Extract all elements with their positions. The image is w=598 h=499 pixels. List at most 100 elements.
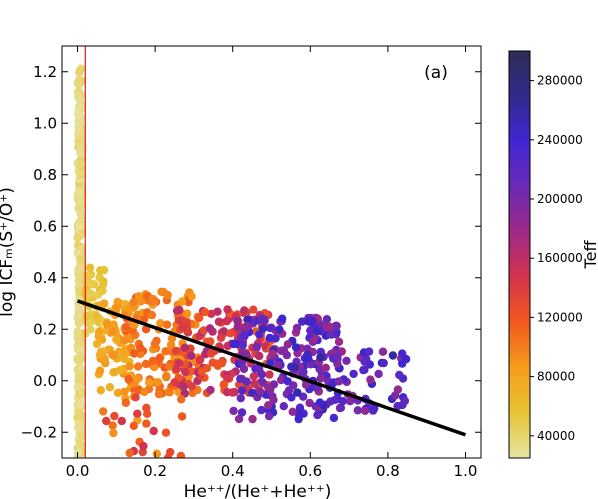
data-point — [75, 287, 84, 297]
data-point — [205, 324, 215, 333]
data-point — [92, 311, 101, 320]
data-point — [150, 339, 160, 349]
data-point — [76, 255, 85, 264]
data-point — [292, 323, 302, 333]
data-point — [305, 398, 314, 408]
data-point — [76, 365, 86, 374]
data-point — [108, 421, 117, 430]
x-tick-label: 0.4 — [221, 462, 245, 480]
data-point — [76, 263, 85, 272]
data-point — [148, 356, 158, 365]
data-point — [316, 353, 325, 362]
data-point — [130, 349, 139, 358]
data-point — [238, 340, 247, 350]
data-point — [187, 351, 196, 360]
data-point — [86, 289, 95, 298]
data-point — [293, 388, 302, 397]
data-point — [238, 386, 247, 395]
data-point — [334, 377, 343, 386]
data-point — [248, 414, 257, 424]
data-point — [108, 327, 117, 336]
y-tick-label: 1.2 — [33, 63, 57, 81]
data-point — [206, 385, 215, 395]
data-point — [73, 92, 83, 101]
y-tick-label: 1.0 — [33, 114, 57, 132]
data-point — [207, 309, 216, 318]
data-point — [76, 149, 85, 158]
data-point — [254, 351, 264, 360]
data-point — [379, 358, 388, 368]
colorbar-tick-label: 40000 — [537, 429, 575, 443]
y-axis: −0.2 0.0 0.2 0.4 0.6 0.8 1.0 1.2 — [21, 63, 481, 441]
data-point — [125, 362, 134, 371]
data-point — [206, 337, 215, 346]
data-point — [174, 387, 183, 397]
x-tick-label: 0.6 — [298, 462, 322, 480]
data-point — [187, 292, 196, 301]
data-point — [75, 441, 85, 450]
data-point — [109, 428, 118, 438]
data-point — [258, 378, 267, 387]
data-point — [279, 346, 288, 355]
data-point — [195, 313, 204, 323]
panel-label: (a) — [424, 63, 448, 83]
data-point — [116, 365, 125, 375]
data-point — [77, 243, 87, 253]
data-point — [149, 296, 159, 305]
data-point — [216, 333, 226, 342]
data-point — [330, 395, 340, 404]
data-point — [145, 378, 154, 387]
fit-line — [76, 299, 467, 437]
data-point — [98, 286, 107, 295]
data-point — [287, 393, 296, 402]
data-point — [275, 325, 284, 334]
data-point — [98, 347, 108, 356]
x-axis: 0.0 0.2 0.4 0.6 0.8 1.0 — [66, 46, 477, 480]
data-point — [139, 441, 148, 451]
data-point — [257, 405, 266, 415]
data-point — [75, 66, 85, 76]
data-point — [346, 397, 355, 406]
colorbar-tick-label: 120000 — [537, 310, 583, 324]
data-points — [73, 64, 411, 458]
data-point — [360, 365, 369, 374]
data-point — [140, 387, 149, 397]
y-axis-title: log ICFₘ(S⁺/O⁺) — [0, 187, 17, 317]
y-tick-label: 0.0 — [33, 372, 57, 390]
x-tick-label: 0.0 — [66, 462, 90, 480]
data-point — [75, 195, 84, 204]
data-point — [100, 299, 109, 308]
data-point — [133, 409, 142, 418]
data-point — [294, 414, 303, 424]
data-point — [336, 403, 346, 412]
data-point — [214, 317, 224, 326]
data-point — [309, 336, 318, 346]
data-point — [178, 323, 188, 332]
data-point — [75, 371, 84, 380]
data-point — [306, 326, 315, 335]
data-point — [86, 325, 95, 334]
data-point — [321, 363, 330, 372]
data-point — [166, 340, 176, 350]
y-tick-label: 0.6 — [33, 217, 57, 235]
data-point — [266, 323, 275, 333]
data-point — [162, 320, 172, 329]
data-point — [316, 374, 325, 383]
data-point — [187, 382, 197, 391]
data-point — [334, 337, 344, 346]
data-point — [308, 316, 317, 325]
data-point — [249, 372, 258, 381]
data-point — [255, 330, 264, 339]
data-point — [179, 317, 188, 326]
data-point — [74, 354, 83, 363]
data-point — [147, 310, 157, 320]
data-point — [374, 369, 383, 379]
data-point — [77, 346, 86, 355]
data-point — [237, 408, 247, 417]
data-point — [217, 358, 227, 368]
data-point — [304, 354, 313, 363]
data-point — [360, 357, 370, 366]
data-point — [131, 393, 140, 402]
data-point — [391, 391, 400, 400]
